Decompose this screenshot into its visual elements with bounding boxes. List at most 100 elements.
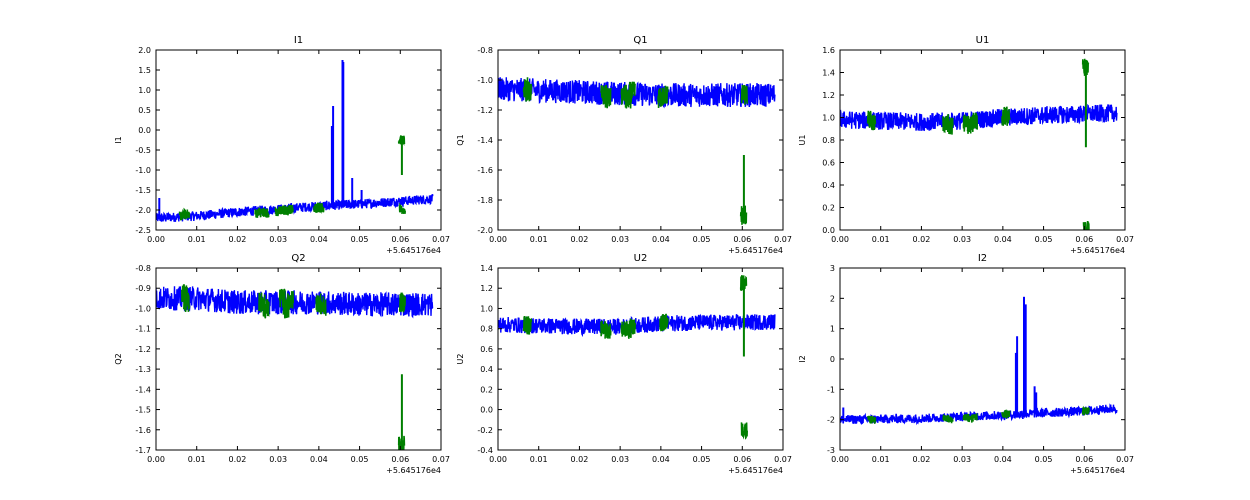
y-tick-label: 0.2: [822, 204, 835, 213]
x-tick-label: 0.02: [571, 455, 589, 464]
y-tick-label: 2.0: [138, 46, 151, 55]
subplot-grid: 0.00 0.01 0.02 0.03 0.04 0.05 0.06 0.07-2.5-2.0…: [114, 35, 1134, 475]
y-tick-label: -1.2: [477, 106, 493, 115]
series-segment: [317, 203, 325, 213]
x-tick-label: 0.01: [872, 455, 890, 464]
x-tick-label: 0.01: [530, 455, 548, 464]
x-offset-label: +5.645176e4: [728, 466, 783, 475]
x-tick-label: 0.06: [391, 455, 409, 464]
y-tick-label: -1.4: [135, 385, 151, 394]
series-segment: [262, 298, 270, 319]
chart-title: I2: [978, 253, 987, 264]
x-tick-label: 0.03: [269, 455, 287, 464]
axes-frame: [155, 267, 442, 451]
y-tick-label: -1.1: [135, 325, 151, 334]
series-segment: [522, 315, 531, 332]
y-tick-label: 1.4: [822, 69, 835, 78]
subplot-i1: 0.00 0.01 0.02 0.03 0.04 0.05 0.06 0.07 -2.5 -2.0…: [114, 35, 450, 255]
series-green: [866, 405, 1090, 424]
x-tick-label: 0.04: [310, 455, 328, 464]
series-line: [840, 403, 1118, 426]
x-tick-label: 0.07: [774, 235, 792, 244]
x-tick-label: 0.07: [432, 455, 450, 464]
x-tick-label: 0.05: [693, 235, 711, 244]
y-axis-label: I1: [114, 136, 123, 143]
x-tick-label: 0.03: [269, 235, 287, 244]
x-tick-label: 0.01: [872, 235, 890, 244]
y-tick-label: -1.0: [477, 76, 493, 85]
y-tick-label: -1.6: [135, 426, 151, 435]
series-segment: [319, 296, 327, 316]
x-tick-label: 0.01: [188, 455, 206, 464]
x-offset-label: +5.645176e4: [1070, 246, 1125, 255]
series-segment: [182, 292, 191, 313]
chart-title: U1: [976, 35, 990, 46]
y-tick-label: -1.5: [135, 406, 151, 415]
series-segment: [600, 320, 608, 337]
x-tick-label: 0.06: [1075, 235, 1093, 244]
series-segment: [970, 413, 978, 422]
y-tick-label: 1.4: [480, 264, 493, 273]
x-tick-label: 0.04: [652, 455, 670, 464]
x-tick-label: 0.07: [1116, 455, 1134, 464]
x-tick-label: 0.03: [611, 455, 629, 464]
x-tick-label: 0.04: [652, 235, 670, 244]
series-blue: [840, 103, 1118, 132]
series-segment: [628, 318, 636, 335]
subplot-u1: 0.00 0.01 0.02 0.03 0.04 0.05 0.06 0.07 0.0 0.2 0.…: [798, 35, 1134, 255]
y-axis-label: U1: [798, 135, 807, 146]
x-tick-label: 0.00: [147, 455, 165, 464]
y-tick-label: -1.4: [477, 136, 493, 145]
y-tick-label: -0.2: [477, 426, 493, 435]
series-segment: [262, 208, 270, 218]
y-tick-label: 0.2: [480, 385, 493, 394]
series-segment: [604, 323, 612, 339]
series-segment: [524, 318, 533, 335]
series-segment: [946, 415, 954, 424]
series-segment: [398, 202, 406, 214]
subplot-i2: 0.00 0.01 0.02 0.03 0.04 0.05 0.06 0.07 -3 -2 -1 0 1…: [798, 253, 1134, 475]
series-segment: [740, 84, 748, 105]
series-segment: [1003, 408, 1011, 418]
chart-title: Q2: [291, 253, 305, 264]
x-tick-label: 0.05: [693, 455, 711, 464]
y-tick-label: 0.6: [480, 345, 493, 354]
y-tick-label: 0.6: [822, 159, 835, 168]
y-tick-label: 2: [830, 294, 835, 303]
x-tick-label: 0.02: [913, 235, 931, 244]
axes-frame: [155, 49, 442, 231]
subplot-q1: 0.00 0.01 0.02 0.03 0.04 0.05 0.06 0.07 -2.0 -1.8…: [456, 35, 792, 255]
series-segment: [1003, 106, 1011, 124]
x-tick-label: 0.05: [1035, 455, 1053, 464]
y-tick-label: 3: [830, 264, 835, 273]
series-green: [180, 284, 406, 450]
series-green: [178, 135, 406, 221]
series-segment: [628, 81, 636, 103]
y-tick-label: -0.9: [135, 284, 151, 293]
y-tick-label: -0.8: [477, 46, 493, 55]
series-segment: [278, 205, 286, 215]
series-segment: [258, 207, 266, 217]
y-tick-label: 1.6: [822, 46, 835, 55]
y-tick-label: -1.2: [135, 345, 151, 354]
x-tick-label: 0.05: [351, 235, 369, 244]
y-tick-label: 1.0: [822, 114, 835, 123]
chart-title: Q1: [633, 35, 647, 46]
series-line: [498, 77, 776, 109]
y-tick-label: 1: [830, 325, 835, 334]
chart-title: U2: [634, 253, 648, 264]
y-tick-label: 1.0: [138, 86, 151, 95]
x-tick-label: 0.00: [489, 235, 507, 244]
series-segment: [620, 321, 628, 337]
y-tick-label: -3: [827, 446, 835, 455]
series-segment: [624, 89, 632, 109]
series-segment: [524, 81, 533, 102]
y-tick-label: -0.8: [135, 264, 151, 273]
x-tick-label: 0.02: [913, 455, 931, 464]
series-green: [522, 275, 748, 440]
series-line: [840, 103, 1118, 132]
x-tick-label: 0.00: [831, 455, 849, 464]
x-tick-label: 0.07: [774, 455, 792, 464]
x-tick-label: 0.07: [432, 235, 450, 244]
x-tick-label: 0.06: [1075, 455, 1093, 464]
